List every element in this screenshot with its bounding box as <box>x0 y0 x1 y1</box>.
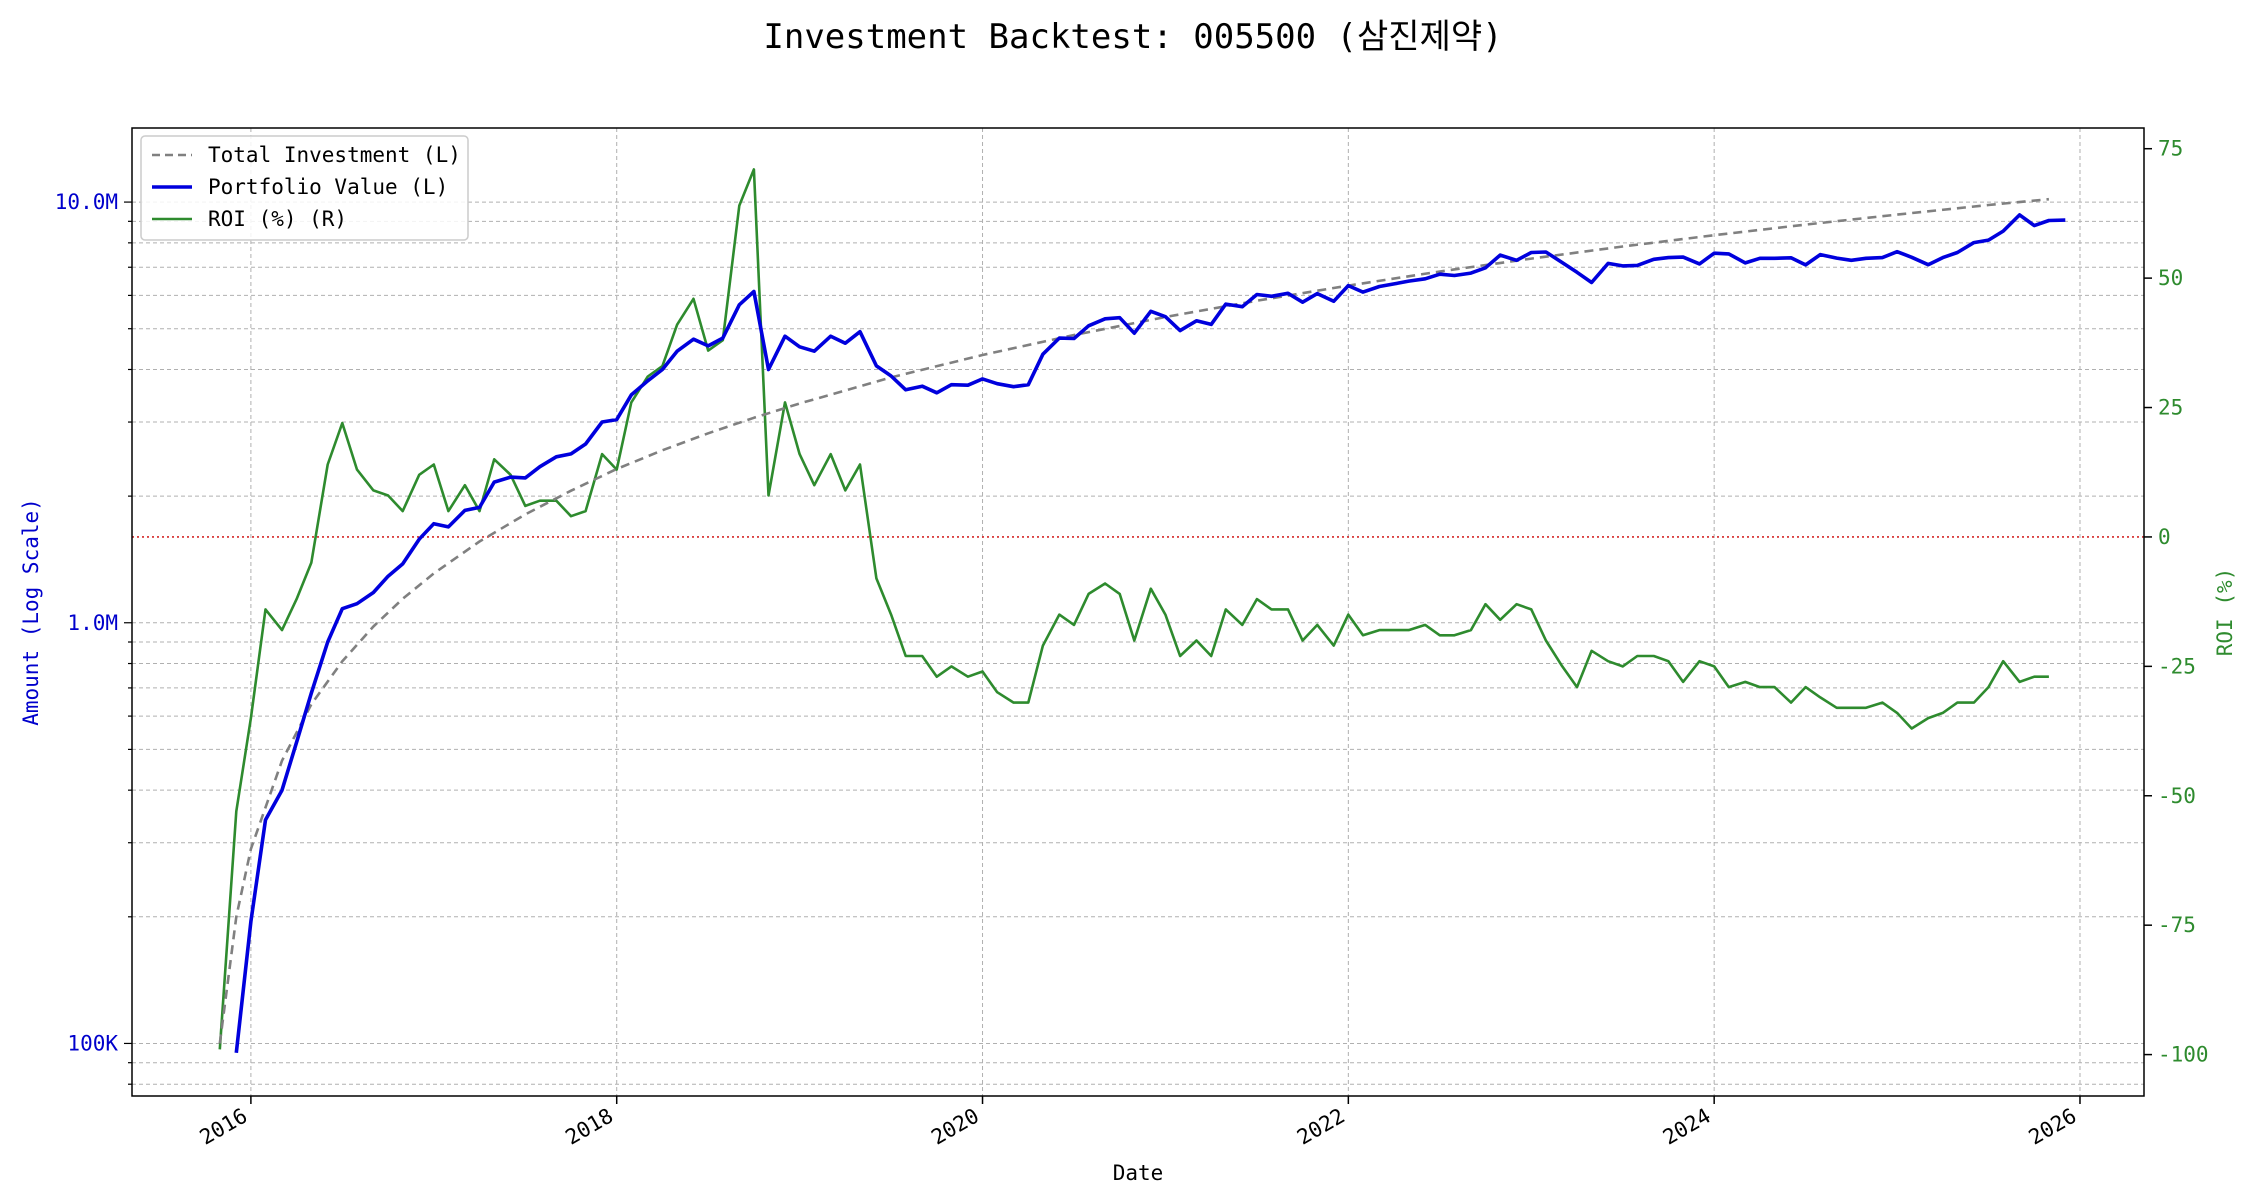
x-tick-label: 2024 <box>1659 1104 1715 1150</box>
legend-label: ROI (%) (R) <box>208 207 347 231</box>
legend-label: Portfolio Value (L) <box>208 175 448 199</box>
right-tick-label: 0 <box>2158 525 2171 549</box>
right-axis-label: ROI (%) <box>2213 568 2237 657</box>
x-tick-label: 2018 <box>561 1104 617 1150</box>
left-tick-label: 100K <box>67 1031 118 1055</box>
roi-line <box>218 168 2049 1050</box>
legend-label: Total Investment (L) <box>208 143 461 167</box>
x-tick-label: 2022 <box>1293 1104 1349 1150</box>
grid <box>132 128 2144 1096</box>
right-tick-label: 25 <box>2158 396 2183 420</box>
left-axis: 100K 1.0M 10.0M <box>55 190 132 1085</box>
right-tick-label: -50 <box>2158 784 2196 808</box>
legend: Total Investment (L) Portfolio Value (L) R… <box>140 135 469 241</box>
x-tick-label: 2020 <box>927 1104 983 1150</box>
right-tick-label: -25 <box>2158 654 2196 678</box>
series-layer <box>218 168 2066 1053</box>
left-tick-label: 10.0M <box>55 190 118 214</box>
right-tick-label: -75 <box>2158 913 2196 937</box>
right-tick-label: -100 <box>2158 1043 2209 1067</box>
x-axis: 2016 2018 2020 2022 2024 2026 <box>196 1096 2081 1150</box>
right-tick-label: 50 <box>2158 266 2183 290</box>
x-axis-label: Date <box>1113 1161 1164 1185</box>
right-tick-label: 75 <box>2158 137 2183 161</box>
x-tick-label: 2016 <box>196 1104 252 1150</box>
chart-title: Investment Backtest: 005500 (삼진제약) <box>763 17 1502 57</box>
total-investment-line <box>218 197 2050 1044</box>
left-axis-label: Amount (Log Scale) <box>19 498 43 726</box>
legend-box <box>140 135 469 241</box>
portfolio-value-line <box>234 213 2066 1053</box>
plot-frame <box>131 127 2145 1097</box>
x-tick-label: 2026 <box>2025 1104 2081 1150</box>
right-axis: -100 -75 -50 -25 0 25 50 75 <box>2144 137 2209 1067</box>
left-tick-label: 1.0M <box>67 611 118 635</box>
